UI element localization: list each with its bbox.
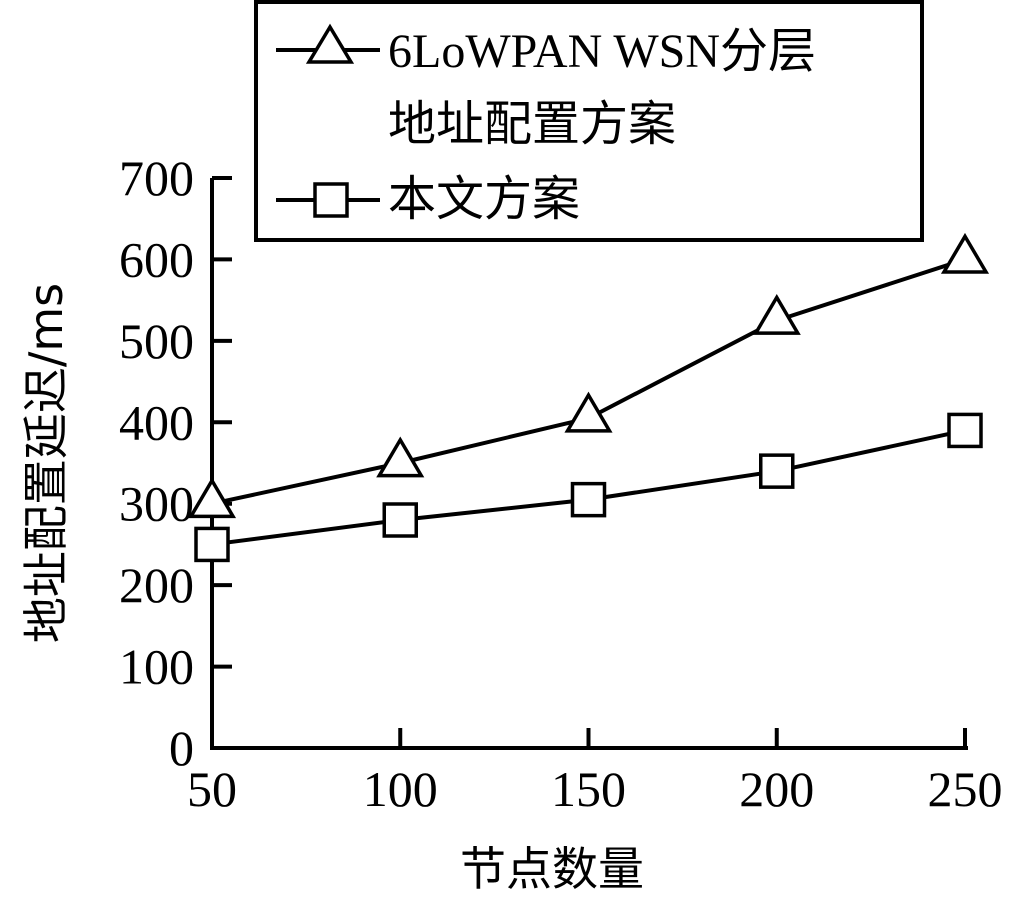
y-tick-label: 100 bbox=[119, 639, 194, 695]
legend-square-marker bbox=[313, 182, 349, 218]
data-point-triangle bbox=[564, 391, 613, 433]
y-tick-label: 700 bbox=[119, 150, 194, 206]
x-tick-label: 100 bbox=[363, 761, 438, 817]
x-tick-label: 50 bbox=[187, 761, 237, 817]
y-tick-label: 600 bbox=[119, 231, 194, 287]
data-point-square bbox=[759, 453, 795, 489]
axes bbox=[210, 178, 968, 750]
data-point-square bbox=[194, 526, 230, 563]
y-tick-label: 0 bbox=[169, 720, 194, 776]
x-axis-title: 节点数量 bbox=[460, 842, 644, 896]
legend-label-series-1-line-1: 6LoWPAN WSN分层 bbox=[388, 25, 816, 78]
data-point-triangle bbox=[376, 436, 425, 478]
legend-triangle-marker bbox=[305, 23, 355, 64]
data-point-square bbox=[947, 412, 983, 449]
data-point-triangle bbox=[752, 293, 801, 335]
legend-label-series-2: 本文方案 bbox=[388, 173, 580, 226]
y-tick-label: 300 bbox=[119, 476, 194, 532]
legend-label-series-1-line-2: 地址配置方案 bbox=[388, 98, 676, 151]
x-tick-label: 250 bbox=[928, 761, 1003, 817]
x-tick-label: 200 bbox=[739, 761, 814, 817]
legend: 6LoWPAN WSN分层 地址配置方案 本文方案 bbox=[254, 0, 924, 242]
data-point-triangle bbox=[187, 477, 237, 519]
y-axis-title: 地址配置延迟/ms bbox=[19, 283, 73, 643]
y-tick-label: 500 bbox=[119, 313, 194, 369]
data-point-square bbox=[382, 502, 418, 538]
series-line-1 bbox=[211, 257, 966, 506]
data-point-square bbox=[570, 481, 607, 518]
y-ticks: 0 100 200 300 400 500 600 700 bbox=[119, 150, 232, 776]
x-tick-label: 150 bbox=[551, 761, 626, 817]
data-point-triangle bbox=[940, 232, 990, 274]
series-layer bbox=[187, 232, 990, 563]
y-tick-label: 200 bbox=[119, 557, 194, 613]
y-tick-label: 400 bbox=[119, 394, 194, 450]
x-ticks: 50 100 150 200 250 bbox=[187, 728, 1003, 817]
